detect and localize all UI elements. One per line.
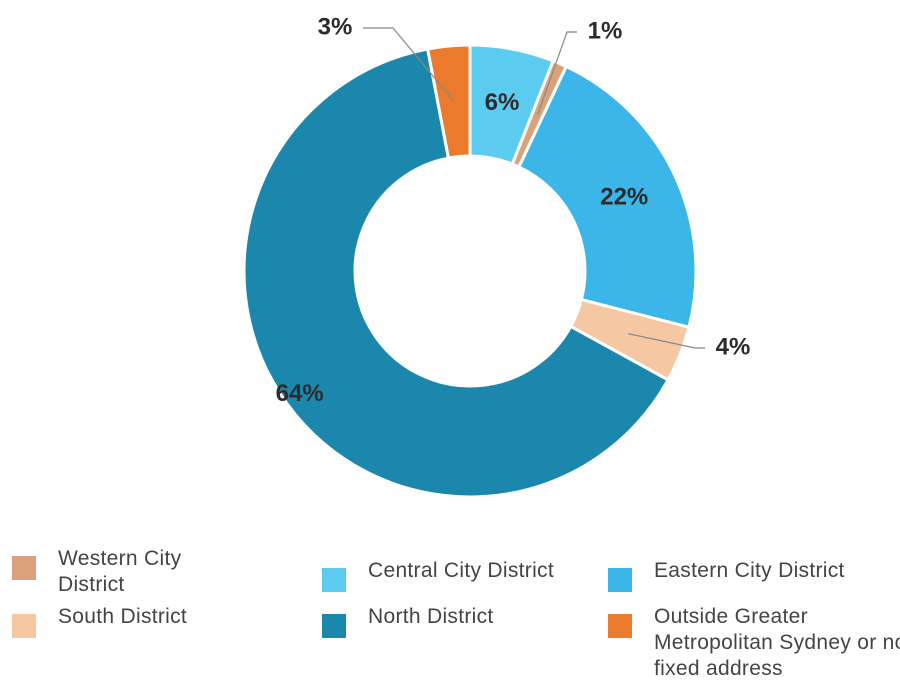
leader-line — [363, 27, 455, 102]
legend-label: Eastern City District — [654, 559, 845, 582]
donut-slice — [425, 43, 472, 160]
legend-item: South District — [12, 604, 278, 638]
legend-item: Outside Greater Metropolitan Sydney or n… — [608, 604, 900, 682]
legend-item: Western City District — [12, 546, 218, 598]
donut-slice — [242, 47, 671, 499]
legend-label: Western City District — [58, 547, 182, 596]
data-label: 64% — [276, 380, 324, 407]
legend-swatch — [322, 614, 346, 638]
legend-swatch — [12, 556, 36, 580]
legend-item: North District — [322, 604, 588, 638]
legend-label: Central City District — [368, 559, 554, 582]
data-label: 6% — [485, 89, 520, 116]
legend-swatch — [322, 568, 346, 592]
legend-swatch — [608, 614, 632, 638]
data-label: 22% — [600, 184, 648, 211]
legend-item: Eastern City District — [608, 558, 900, 592]
leader-line — [537, 31, 577, 115]
data-label: 4% — [716, 333, 751, 360]
legend-swatch — [608, 568, 632, 592]
data-label: 1% — [588, 17, 623, 44]
legend-label: Outside Greater Metropolitan Sydney or n… — [654, 605, 900, 680]
legend-label: North District — [368, 605, 494, 628]
leader-line — [628, 333, 705, 349]
legend-swatch — [12, 614, 36, 638]
legend-label: South District — [58, 605, 188, 628]
data-label: 3% — [318, 13, 353, 40]
legend-item: Central City District — [322, 558, 618, 592]
donut-slice — [516, 64, 698, 330]
